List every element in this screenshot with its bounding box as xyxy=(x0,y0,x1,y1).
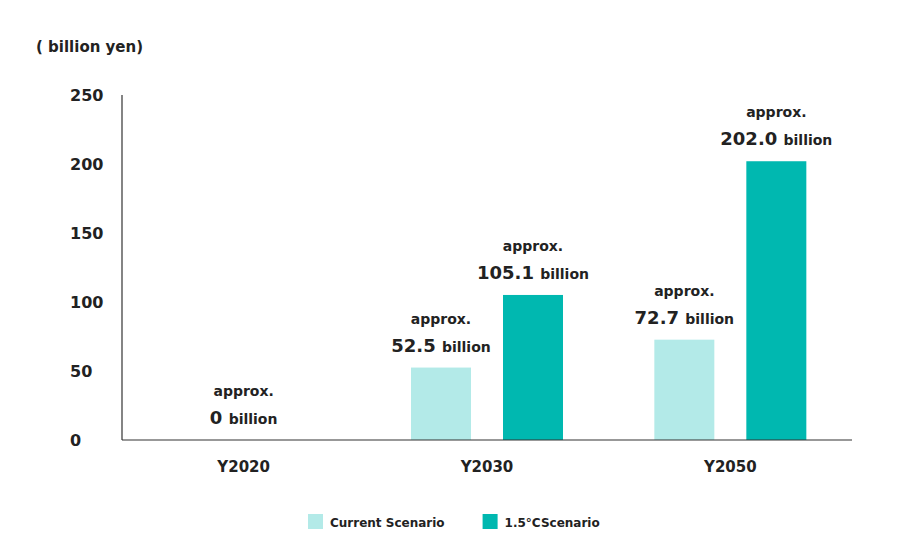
label-prefix: approx. xyxy=(746,104,806,120)
x-axis xyxy=(122,439,852,440)
legend: Current Scenario 1.5°CScenario xyxy=(308,514,600,530)
label-number: 72.7 xyxy=(635,307,686,328)
bar xyxy=(411,368,471,440)
y-axis xyxy=(121,95,122,440)
label-unit: billion xyxy=(784,132,833,148)
y-tick-label: 50 xyxy=(70,362,92,381)
y-tick-label: 150 xyxy=(70,224,103,243)
label-unit: billion xyxy=(442,339,491,355)
data-label: approx. 202.0 billion xyxy=(720,104,832,149)
label-number: 52.5 xyxy=(391,335,442,356)
data-label: approx. 105.1 billion xyxy=(477,238,589,283)
bars xyxy=(411,161,806,440)
y-tick-label: 200 xyxy=(70,155,103,174)
legend-swatch xyxy=(483,514,498,529)
y-tick-label: 0 xyxy=(70,431,81,450)
bar xyxy=(654,340,714,440)
label-unit: billion xyxy=(540,266,589,282)
y-tick-label: 250 xyxy=(70,86,103,105)
data-labels: approx.0 billionapprox.52.5 billionappro… xyxy=(210,104,832,428)
legend-label: Current Scenario xyxy=(330,516,445,530)
legend-swatch xyxy=(308,514,323,529)
label-number: 105.1 xyxy=(477,262,540,283)
data-label: approx. 52.5 billion xyxy=(391,311,491,356)
label-prefix: approx. xyxy=(654,283,714,299)
data-label: approx. 0 billion xyxy=(210,383,278,428)
label-prefix: approx. xyxy=(213,383,273,399)
label-prefix: approx. xyxy=(503,238,563,254)
x-tick-label: Y2020 xyxy=(216,458,270,476)
y-axis-title: ( billion yen) xyxy=(36,38,143,56)
data-label: approx. 72.7 billion xyxy=(635,283,735,328)
y-tick-label: 100 xyxy=(70,293,103,312)
x-tick-label: Y2050 xyxy=(703,458,757,476)
label-unit: billion xyxy=(685,311,734,327)
label-prefix: approx. xyxy=(411,311,471,327)
bar xyxy=(503,295,563,440)
x-tick-label: Y2030 xyxy=(460,458,514,476)
label-unit: billion xyxy=(229,411,278,427)
label-number: 202.0 xyxy=(720,128,783,149)
chart: ( billion yen) 0 50 100 150 200 250 approx. 0 bi… xyxy=(0,0,900,560)
label-number: 0 xyxy=(210,407,229,428)
legend-label: 1.5°CScenario xyxy=(505,516,600,530)
bar xyxy=(746,161,806,440)
